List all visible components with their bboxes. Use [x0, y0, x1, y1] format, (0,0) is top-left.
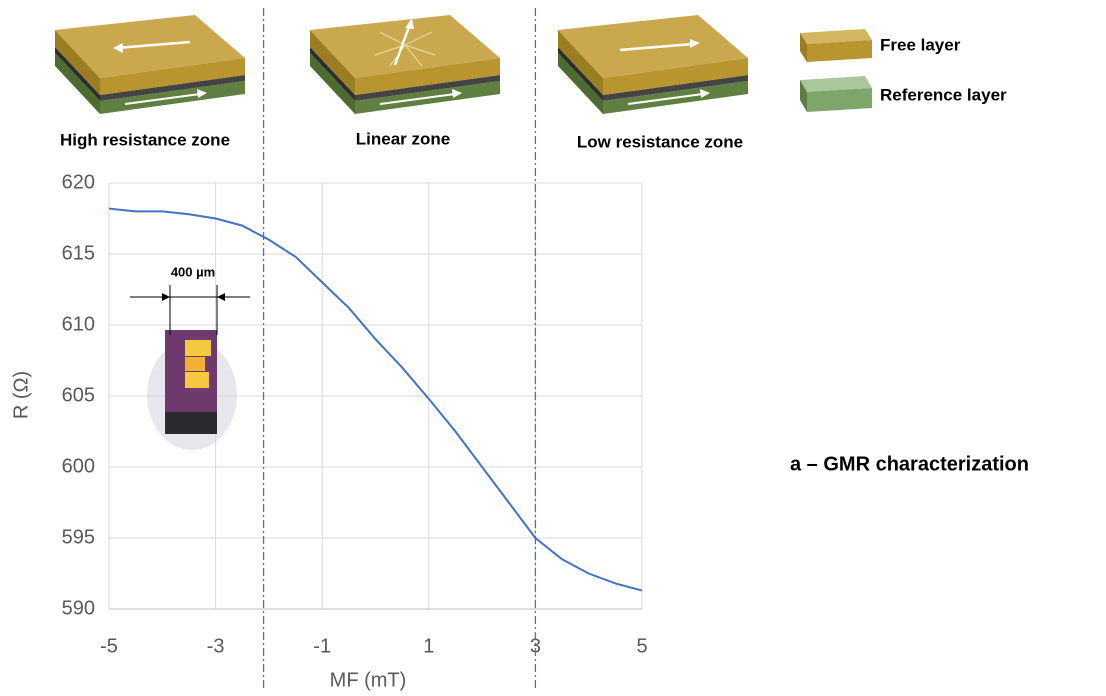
y-tick-label: 620	[62, 171, 95, 193]
x-tick-label: -3	[207, 635, 225, 657]
zone-label: Linear zone	[356, 129, 450, 148]
legend-box-free	[800, 29, 872, 62]
y-axis-title: R (Ω)	[10, 371, 32, 419]
legend-label: Free layer	[880, 35, 961, 54]
chip-inset	[130, 285, 250, 450]
stack-linear	[310, 15, 500, 114]
x-tick-label: -1	[313, 635, 331, 657]
x-tick-label: 1	[423, 635, 434, 657]
chart: Free layer Reference layer High resistan…	[0, 0, 1106, 696]
y-tick-label: 615	[62, 242, 95, 264]
y-tick-label: 605	[62, 384, 95, 406]
caption: a – GMR characterization	[790, 453, 1029, 475]
x-tick-label: 5	[636, 635, 647, 657]
zone-label: Low resistance zone	[577, 132, 743, 151]
y-tick-label: 600	[62, 455, 95, 477]
y-tick-label: 595	[62, 526, 95, 548]
inset-label: 400 µm	[171, 264, 215, 279]
x-tick-label: -5	[100, 635, 118, 657]
stack-low	[558, 15, 748, 114]
x-axis-title: MF (mT)	[330, 669, 407, 691]
zone-label: High resistance zone	[60, 130, 230, 149]
legend-box-reference	[800, 76, 872, 112]
y-tick-label: 610	[62, 313, 95, 335]
y-tick-label: 590	[62, 597, 95, 619]
legend-label: Reference layer	[880, 85, 1007, 104]
stack-high	[55, 15, 245, 114]
page: {"chart_data": {"type": "line", "x": [-5…	[0, 0, 1106, 696]
